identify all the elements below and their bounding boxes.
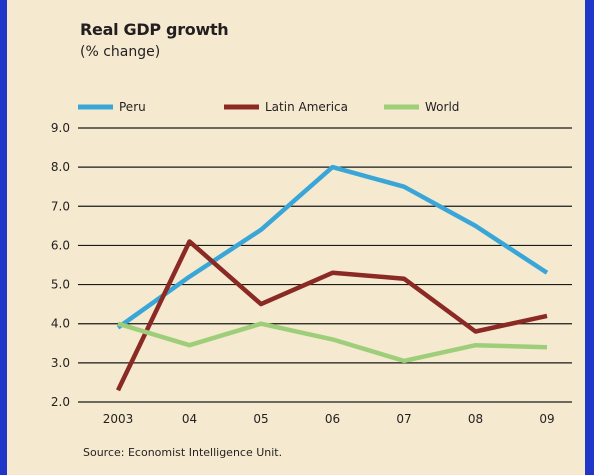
right-frame-bar xyxy=(585,0,594,475)
x-tick-label: 09 xyxy=(539,412,554,426)
left-frame-bar xyxy=(0,0,7,475)
x-tick-label: 08 xyxy=(468,412,483,426)
x-tick-label: 07 xyxy=(396,412,411,426)
x-tick-label: 06 xyxy=(325,412,340,426)
y-tick-label: 2.0 xyxy=(51,395,70,409)
source-note: Source: Economist Intelligence Unit. xyxy=(83,446,283,459)
series-line-peru xyxy=(116,164,549,330)
y-tick-label: 3.0 xyxy=(51,356,70,370)
y-tick-label: 4.0 xyxy=(51,317,70,331)
legend-label: World xyxy=(425,100,459,114)
x-tick-label: 2003 xyxy=(103,412,134,426)
y-tick-label: 6.0 xyxy=(51,238,70,252)
y-tick-label: 8.0 xyxy=(51,160,70,174)
chart-panel: Real GDP growth (% change) Source: Econo… xyxy=(7,0,585,475)
legend-label: Peru xyxy=(119,100,146,114)
y-tick-label: 9.0 xyxy=(51,121,70,135)
chart-subtitle: (% change) xyxy=(80,44,161,60)
y-tick-label: 5.0 xyxy=(51,278,70,292)
y-tick-label: 7.0 xyxy=(51,199,70,213)
series-line-world xyxy=(117,321,548,364)
series-line-latin-america xyxy=(115,239,548,392)
legend-label: Latin America xyxy=(265,100,348,114)
x-tick-label: 05 xyxy=(253,412,268,426)
x-tick-label: 04 xyxy=(182,412,197,426)
chart-title: Real GDP growth xyxy=(80,20,229,39)
